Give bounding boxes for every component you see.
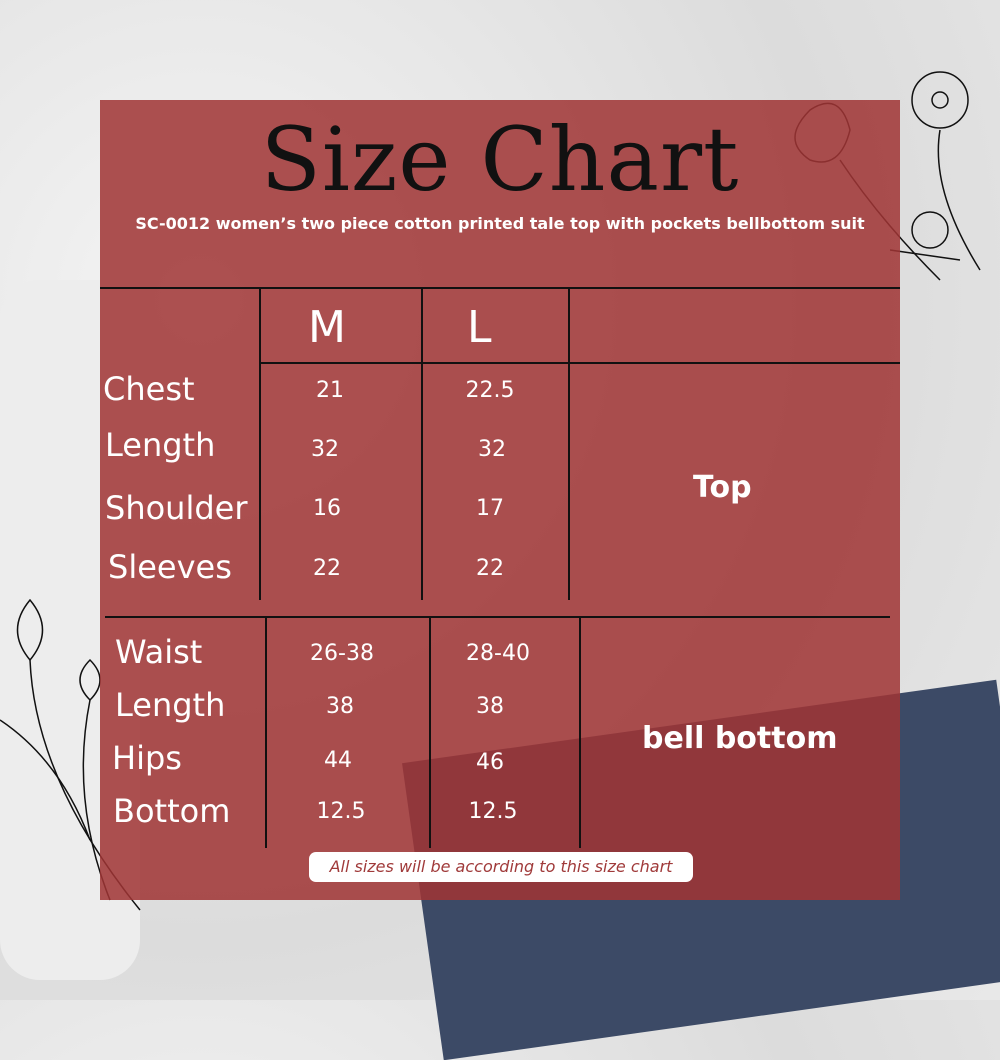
product-subtitle: SC-0012 women’s two piece cotton printed… bbox=[135, 214, 865, 233]
cell-l: 46 bbox=[476, 750, 504, 775]
group-label-bottom: bell bottom bbox=[642, 721, 838, 756]
cell-l: 32 bbox=[478, 437, 506, 462]
table-divider bbox=[421, 288, 423, 600]
table-divider bbox=[105, 616, 890, 618]
table-divider bbox=[265, 618, 267, 848]
cell-m: 32 bbox=[311, 437, 339, 462]
cell-m: 44 bbox=[324, 748, 352, 773]
cell-m: 22 bbox=[313, 556, 341, 581]
cell-m: 12.5 bbox=[316, 799, 366, 824]
size-chart-panel bbox=[100, 100, 900, 900]
table-divider bbox=[568, 288, 570, 600]
size-header-m: M bbox=[308, 302, 346, 353]
cell-l: 12.5 bbox=[468, 799, 518, 824]
row-label: Chest bbox=[103, 370, 195, 408]
cell-l: 22.5 bbox=[465, 378, 515, 403]
table-divider bbox=[260, 362, 900, 364]
cell-m: 21 bbox=[316, 378, 344, 403]
table-divider bbox=[429, 618, 431, 848]
size-header-l: L bbox=[467, 302, 492, 353]
cell-l: 22 bbox=[476, 556, 504, 581]
row-label: Sleeves bbox=[108, 548, 232, 586]
row-label: Shoulder bbox=[105, 489, 248, 527]
table-divider bbox=[100, 287, 900, 289]
row-label: Waist bbox=[115, 633, 203, 671]
row-label: Length bbox=[105, 426, 216, 464]
group-label-top: Top bbox=[693, 470, 752, 505]
row-label: Hips bbox=[112, 739, 182, 777]
table-divider bbox=[259, 288, 261, 600]
page-title: Size Chart bbox=[260, 108, 740, 211]
table-divider bbox=[579, 618, 581, 848]
cell-m: 26-38 bbox=[310, 641, 374, 666]
cell-m: 16 bbox=[313, 496, 341, 521]
row-label: Bottom bbox=[113, 792, 231, 830]
cell-l: 38 bbox=[476, 694, 504, 719]
cell-l: 28-40 bbox=[466, 641, 530, 666]
row-label: Length bbox=[115, 686, 226, 724]
size-note: All sizes will be according to this size… bbox=[309, 852, 693, 882]
cell-l: 17 bbox=[476, 496, 504, 521]
cell-m: 38 bbox=[326, 694, 354, 719]
